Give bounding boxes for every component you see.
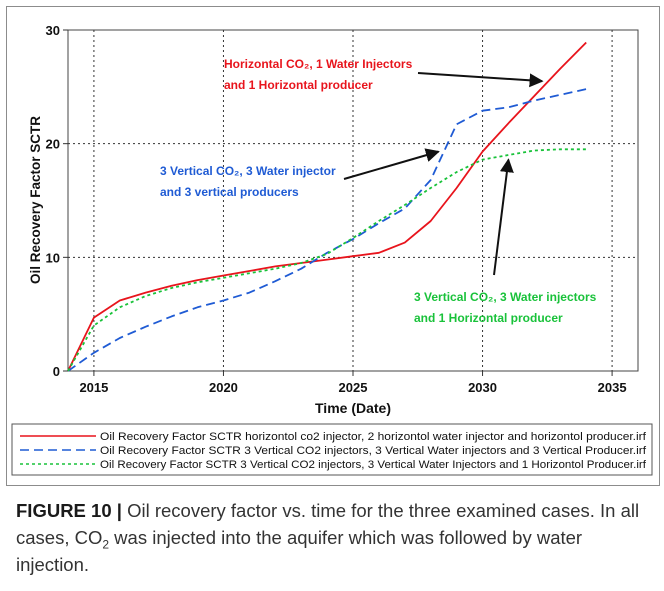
x-tick-label: 2020 [209, 380, 238, 395]
caption-text-end: was injected into the aquifer which was … [16, 527, 583, 575]
y-axis-label: Oil Recovery Factor SCTR [28, 116, 43, 284]
annotation-arrow [417, 72, 544, 88]
legend: Oil Recovery Factor SCTR horizontol co2 … [20, 431, 646, 471]
caption-label: FIGURE 10 | [16, 500, 122, 521]
series-line-1 [67, 41, 587, 372]
annotation-arrow [343, 148, 440, 180]
grid [68, 30, 638, 371]
annotation-label-line1: 3 Vertical CO₂, 3 Water injector [160, 164, 336, 178]
y-tick-label: 20 [46, 137, 60, 152]
y-tick-label: 30 [46, 23, 60, 38]
annotation-arrow [493, 158, 514, 276]
legend-box [11, 423, 653, 476]
annotation-label-line1: Horizontal CO₂, 1 Water Injectors [224, 57, 413, 71]
annotations: Horizontal CO₂, 1 Water Injectors and 1 H… [160, 57, 597, 325]
series-line-3 [67, 148, 587, 372]
y-tick-label: 0 [53, 364, 60, 379]
series-line-2 [67, 88, 587, 372]
x-axis-label: Time (Date) [315, 400, 391, 416]
x-tick-label: 2025 [339, 380, 368, 395]
legend-entry-label: Oil Recovery Factor SCTR horizontol co2 … [100, 431, 646, 443]
y-tick-label: 10 [46, 250, 60, 265]
annotation-label-line2: and 1 Horizontal producer [414, 311, 563, 325]
x-tick-label: 2035 [598, 380, 627, 395]
x-tick-label: 2015 [79, 380, 108, 395]
x-tick-label: 2030 [468, 380, 497, 395]
series-lines [67, 41, 587, 372]
annotation-label-line2: and 3 vertical producers [160, 185, 299, 199]
annotation-label-line2: and 1 Horizontal producer [224, 78, 373, 92]
figure-caption: FIGURE 10 | Oil recovery factor vs. time… [16, 497, 656, 578]
annotation-label-line1: 3 Vertical CO₂, 3 Water injectors [414, 290, 597, 304]
caption-subscript: 2 [102, 537, 110, 552]
caption-text-start: Oil recovery factor vs. time for the thr… [16, 500, 640, 548]
legend-entry-label: Oil Recovery Factor SCTR 3 Vertical CO2 … [100, 459, 646, 471]
legend-entry-label: Oil Recovery Factor SCTR 3 Vertical CO2 … [100, 445, 646, 457]
